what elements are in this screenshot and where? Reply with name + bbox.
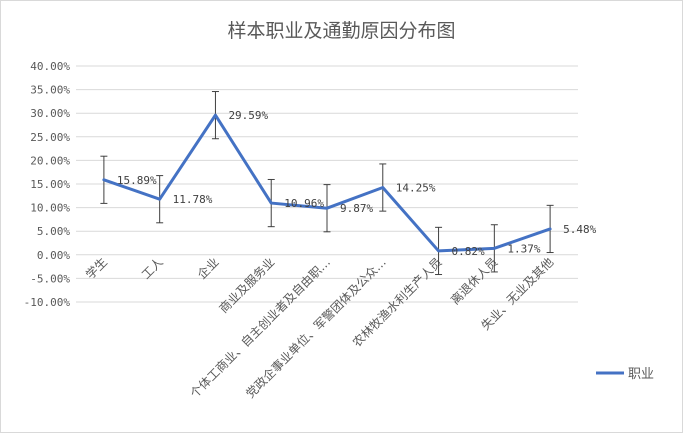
data-label: 1.37% xyxy=(507,242,540,255)
series-line xyxy=(102,113,552,253)
x-axis-labels: 学生 工人 企业商业及服务业个体工商业、自主创业者及自由职…党政企事业单位、军警团体… xyxy=(82,254,556,400)
data-label: 11.78% xyxy=(173,193,213,206)
y-axis-ticks: -10.00% -5.00% 0.00% 5.00% 10.00% 15.00% 20.00… xyxy=(24,60,71,309)
series-line-group xyxy=(102,113,552,253)
y-tick-label: -5.00% xyxy=(30,272,70,285)
x-category-label: 离退休人员 xyxy=(447,254,500,307)
x-category-label: 学生 xyxy=(82,254,110,282)
y-tick-label: 15.00% xyxy=(30,178,70,191)
y-tick-label: 25.00% xyxy=(30,131,70,144)
legend-label: 职业 xyxy=(628,367,654,382)
data-label: 9.87% xyxy=(340,202,373,215)
x-category-label: 企业 xyxy=(194,254,222,282)
data-labels: 15.89% 11.78% 29.59% 10.96% 9.87% 14.25% 0.82%… xyxy=(117,109,597,258)
y-tick-label: 30.00% xyxy=(30,107,70,120)
y-tick-label: 35.00% xyxy=(30,84,70,97)
data-label: 29.59% xyxy=(228,109,268,122)
error-bars xyxy=(100,91,554,276)
x-category-label: 工人 xyxy=(139,255,166,282)
x-category-label: 商业及服务业 xyxy=(216,254,278,316)
y-tick-label: 20.00% xyxy=(30,154,70,167)
y-tick-label: 5.00% xyxy=(37,225,70,238)
y-tick-label: 40.00% xyxy=(30,60,70,73)
data-label: 0.82% xyxy=(452,245,485,258)
chart-title: 样本职业及通勤原因分布图 xyxy=(227,20,456,42)
data-label: 14.25% xyxy=(396,182,436,195)
legend: 职业 xyxy=(596,367,654,382)
data-label: 15.89% xyxy=(117,174,157,187)
data-label: 5.48% xyxy=(563,223,596,236)
y-tick-label: -10.00% xyxy=(24,296,71,309)
data-label: 10.96% xyxy=(284,197,324,210)
y-tick-label: 10.00% xyxy=(30,202,70,215)
y-tick-label: 0.00% xyxy=(37,249,70,262)
